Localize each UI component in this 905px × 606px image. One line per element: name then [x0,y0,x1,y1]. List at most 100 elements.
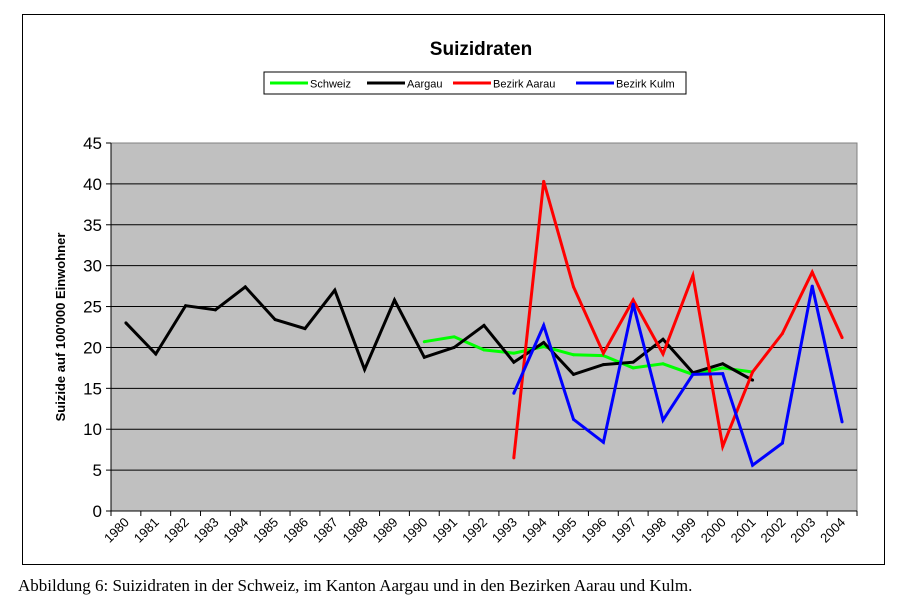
data-point-aargau [751,378,755,382]
data-point-bezirk-aarau [631,298,635,302]
data-point-bezirk-kulm [810,284,814,288]
x-tick-label: 2000 [698,515,729,546]
data-point-schweiz [631,366,635,370]
data-point-schweiz [661,362,665,366]
y-tick-label: 15 [83,379,102,398]
data-point-aargau [154,352,158,356]
data-point-aargau [124,321,128,325]
series-line-bezirk-kulm [512,285,844,468]
data-point-schweiz [452,335,456,339]
data-point-bezirk-aarau [512,456,516,460]
x-tick-label: 1997 [608,515,639,546]
legend-label: Aargau [407,79,442,91]
x-tick-label: 1989 [370,515,401,546]
x-tick-label: 1998 [638,515,669,546]
data-point-bezirk-kulm [661,418,665,422]
data-point-bezirk-aarau [542,179,546,183]
data-point-aargau [243,285,247,289]
data-point-schweiz [542,345,546,349]
y-tick-label: 45 [83,134,102,153]
chart-frame: Suizidraten Schweiz Aargau Bezirk Aarau Bezi… [22,14,885,565]
data-point-bezirk-kulm [751,463,755,467]
y-tick-label: 5 [93,461,102,480]
data-point-bezirk-kulm [601,440,605,444]
data-point-aargau [631,360,635,364]
legend-label: Bezirk Aarau [493,79,555,91]
data-point-bezirk-aarau [661,352,665,356]
data-point-schweiz [721,366,725,370]
legend-label: Bezirk Kulm [616,79,675,91]
x-tick-label: 1987 [310,515,341,546]
data-point-bezirk-aarau [721,444,725,448]
data-point-aargau [333,288,337,292]
data-point-bezirk-aarau [601,351,605,355]
x-tick-label: 1988 [340,515,371,546]
data-point-aargau [661,337,665,341]
data-point-bezirk-kulm [631,302,635,306]
data-point-aargau [392,298,396,302]
x-tick-label: 1990 [399,515,430,546]
data-point-bezirk-kulm [512,391,516,395]
x-tick-label: 1993 [489,515,520,546]
data-point-schweiz [482,348,486,352]
y-tick-label: 40 [83,175,102,194]
data-point-schweiz [572,353,576,357]
y-tick-label: 0 [93,502,102,521]
data-point-bezirk-kulm [542,323,546,327]
data-point-bezirk-kulm [840,420,844,424]
x-tick-label: 1995 [549,515,580,546]
data-point-bezirk-aarau [840,336,844,340]
data-point-aargau [303,327,307,331]
data-point-bezirk-kulm [721,372,725,376]
data-point-bezirk-aarau [810,270,814,274]
x-tick-label: 1984 [220,515,251,546]
x-tick-label: 1996 [578,515,609,546]
x-tick-label: 1980 [101,515,132,546]
data-point-aargau [572,372,576,376]
data-point-aargau [601,363,605,367]
y-axis-label: Suizide auf 100'000 Einwohner [53,233,68,422]
data-point-aargau [273,318,277,322]
x-tick-label: 2001 [728,515,759,546]
x-tick-label: 1982 [161,515,192,546]
figure-caption: Abbildung 6: Suizidraten in der Schweiz,… [18,576,693,595]
x-tick-label: 1994 [519,515,550,546]
series-line-bezirk-aarau [512,180,844,458]
x-tick-label: 1999 [668,515,699,546]
series-line-aargau [124,284,754,382]
x-tick-label: 1992 [459,515,490,546]
data-point-bezirk-aarau [691,273,695,277]
x-tick-label: 2002 [757,515,788,546]
data-point-bezirk-aarau [780,332,784,336]
data-point-bezirk-aarau [572,285,576,289]
data-point-aargau [213,308,217,312]
data-point-bezirk-aarau [751,370,755,374]
data-point-bezirk-kulm [572,417,576,421]
y-tick-label: 10 [83,420,102,439]
data-point-aargau [721,362,725,366]
x-tick-label: 1991 [429,515,460,546]
chart: Suizidraten Schweiz Aargau Bezirk Aarau Bezi… [53,39,858,546]
y-tick-label: 25 [83,298,102,317]
y-tick-label: 35 [83,216,102,235]
x-tick-label: 1981 [131,515,162,546]
data-point-aargau [542,341,546,345]
data-point-aargau [184,304,188,308]
data-point-aargau [512,360,516,364]
data-point-aargau [482,323,486,327]
x-tick-label: 2004 [817,515,848,546]
x-tick-label: 1983 [191,515,222,546]
data-point-bezirk-kulm [691,372,695,376]
legend-label: Schweiz [310,79,351,91]
data-point-aargau [452,345,456,349]
data-point-schweiz [422,340,426,344]
x-tick-label: 1986 [280,515,311,546]
data-point-bezirk-kulm [780,441,784,445]
data-point-schweiz [512,351,516,355]
y-tick-label: 30 [83,257,102,276]
y-tick-label: 20 [83,338,102,357]
chart-title: Suizidraten [430,39,532,60]
x-tick-label: 1985 [250,515,281,546]
data-point-aargau [422,355,426,359]
data-point-aargau [363,368,367,372]
